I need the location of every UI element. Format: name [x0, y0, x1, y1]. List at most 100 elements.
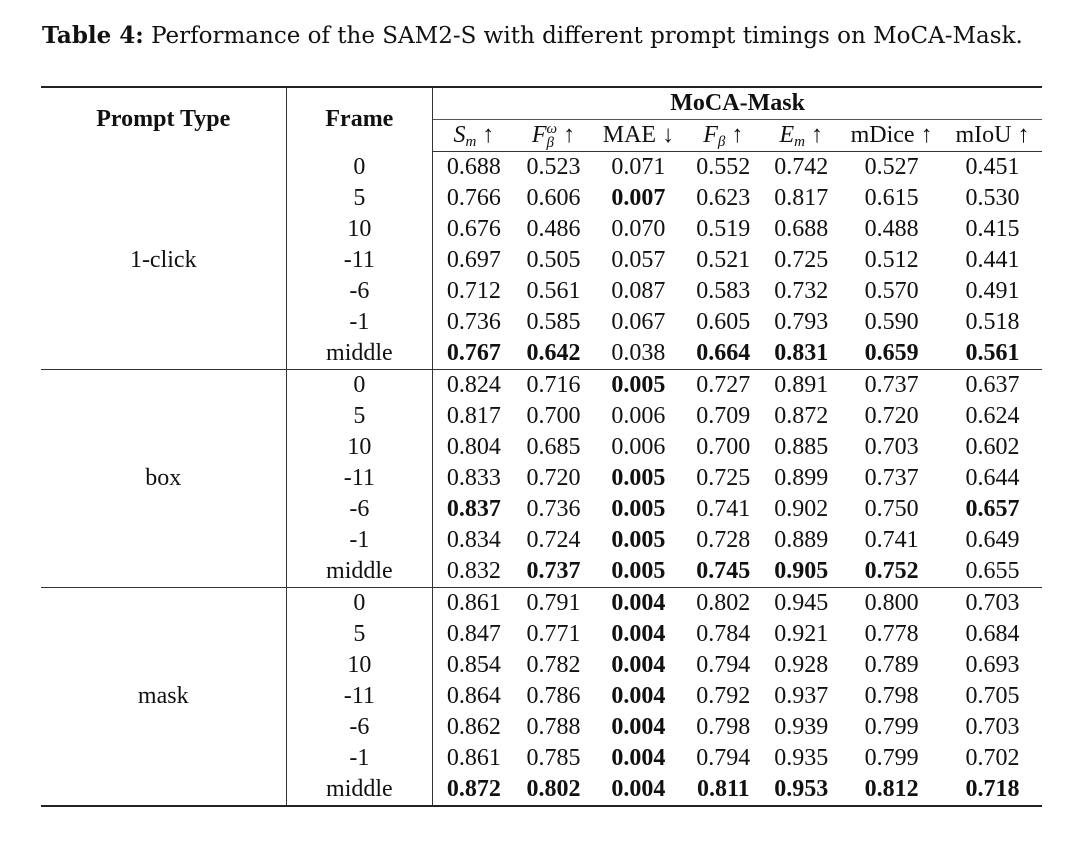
frame-cell: -6	[286, 276, 434, 307]
value-cell: 0.737	[840, 369, 944, 401]
frame-cell: 10	[286, 650, 434, 681]
value-cell: 0.705	[965, 683, 1020, 709]
frame-cell: 10	[286, 432, 434, 463]
value-cell: 0.939	[774, 714, 829, 740]
value-cell: 0.605	[696, 309, 751, 335]
value-cell: 0.006	[611, 434, 666, 460]
value-cell: 0.885	[774, 434, 829, 460]
frame-cell: 0	[286, 587, 434, 619]
value-cell: 0.488	[864, 216, 919, 242]
value-cell: 0.750	[864, 496, 919, 522]
value-cell: 0.007	[611, 185, 666, 211]
frame-cell: 0	[286, 151, 434, 183]
value-cell: 0.491	[965, 278, 1020, 304]
metric-header-6: mIoU ↑	[943, 119, 1042, 152]
frame-cell: -6	[286, 494, 434, 525]
value-cell: 0.703	[943, 587, 1042, 619]
value-cell: 0.523	[526, 154, 581, 180]
value-cell: 0.057	[611, 247, 666, 273]
caption-label: Table 4:	[42, 22, 144, 49]
value-cell: 0.771	[526, 621, 581, 647]
value-cell: 0.902	[774, 496, 829, 522]
value-cell: 0.006	[611, 403, 666, 429]
value-cell: 0.684	[965, 621, 1020, 647]
value-cell: 0.778	[864, 621, 919, 647]
value-cell: 0.700	[696, 434, 751, 460]
value-cell: 0.720	[864, 403, 919, 429]
value-cell: 0.864	[446, 683, 501, 709]
value-cell: 0.725	[774, 247, 829, 273]
value-cell: 0.530	[965, 185, 1020, 211]
value-cell: 0.737	[864, 465, 919, 491]
value-cell: 0.637	[943, 369, 1042, 401]
value-cell: 0.854	[446, 652, 501, 678]
value-cell: 0.736	[446, 309, 501, 335]
frame-cell: 10	[286, 214, 434, 245]
value-cell: 0.642	[526, 340, 581, 366]
arrow-up-icon: ↑	[725, 122, 744, 148]
value-cell: 0.561	[526, 278, 581, 304]
header-prompt-type: Prompt Type	[41, 86, 287, 152]
value-cell: 0.727	[684, 369, 763, 401]
table-row: -6 0.712 0.561 0.087 0.583 0.732 0.570 0.491	[41, 276, 1042, 307]
table-row: -11 0.833 0.720 0.005 0.725 0.899 0.737 0.644	[41, 463, 1042, 494]
value-cell: 0.889	[774, 527, 829, 553]
table-row: mask 0 0.861 0.791 0.004 0.802 0.945 0.800 0.703	[41, 587, 1042, 807]
value-cell: 0.688	[774, 216, 829, 242]
value-cell: 0.521	[696, 247, 751, 273]
value-cell: 0.700	[526, 403, 581, 429]
value-cell: 0.737	[526, 558, 581, 584]
value-cell: 0.070	[611, 216, 666, 242]
value-cell: 0.703	[864, 434, 919, 460]
table-row: middle 0.767 0.642 0.038 0.664 0.831 0.659 0.56…	[41, 338, 1042, 370]
table-row: box 0 0.824 0.716 0.005 0.727 0.891 0.737 0.637	[41, 369, 1042, 588]
value-cell: 0.804	[446, 434, 501, 460]
table-row: -6 0.862 0.788 0.004 0.798 0.939 0.799 0.703	[41, 712, 1042, 743]
metric-header-2: MAE ↓	[592, 119, 685, 152]
value-cell: 0.792	[696, 683, 751, 709]
value-cell: 0.004	[611, 745, 666, 771]
header-frame: Frame	[286, 86, 434, 152]
value-cell: 0.693	[965, 652, 1020, 678]
value-cell: 0.833	[446, 465, 501, 491]
value-cell: 0.004	[592, 774, 685, 807]
value-cell: 0.519	[696, 216, 751, 242]
value-cell: 0.644	[965, 465, 1020, 491]
table-row: -1 0.834 0.724 0.005 0.728 0.889 0.741 0.649	[41, 525, 1042, 556]
value-cell: 0.953	[762, 774, 841, 807]
value-cell: 0.004	[611, 714, 666, 740]
table-caption: Table 4: Performance of the SAM2-S with …	[42, 22, 1023, 49]
value-cell: 0.861	[446, 745, 501, 771]
table-row: -6 0.837 0.736 0.005 0.741 0.902 0.750 0.657	[41, 494, 1042, 525]
value-cell: 0.928	[774, 652, 829, 678]
value-cell: 0.862	[446, 714, 501, 740]
value-cell: 0.800	[840, 587, 944, 619]
metric-name: mDice	[850, 122, 915, 148]
value-cell: 0.728	[696, 527, 751, 553]
value-cell: 0.602	[965, 434, 1020, 460]
value-cell: 0.709	[696, 403, 751, 429]
value-cell: 0.657	[965, 496, 1020, 522]
value-cell: 0.789	[864, 652, 919, 678]
arrow-up-icon: ↑	[914, 122, 933, 148]
value-cell: 0.716	[514, 369, 593, 401]
arrow-up-icon: ↑	[804, 122, 823, 148]
value-cell: 0.718	[943, 774, 1042, 807]
value-cell: 0.004	[611, 621, 666, 647]
value-cell: 0.802	[684, 587, 763, 619]
value-cell: 0.899	[774, 465, 829, 491]
value-cell: 0.512	[864, 247, 919, 273]
value-cell: 0.583	[696, 278, 751, 304]
frame-cell: -11	[286, 245, 434, 276]
table-row: 10 0.804 0.685 0.006 0.700 0.885 0.703 0.602	[41, 432, 1042, 463]
value-cell: 0.038	[611, 340, 666, 366]
table-row: 10 0.676 0.486 0.070 0.519 0.688 0.488 0.415	[41, 214, 1042, 245]
value-cell: 0.004	[592, 587, 685, 619]
value-cell: 0.872	[432, 774, 515, 807]
value-cell: 0.712	[446, 278, 501, 304]
value-cell: 0.799	[864, 714, 919, 740]
value-cell: 0.824	[432, 369, 515, 401]
value-cell: 0.799	[864, 745, 919, 771]
